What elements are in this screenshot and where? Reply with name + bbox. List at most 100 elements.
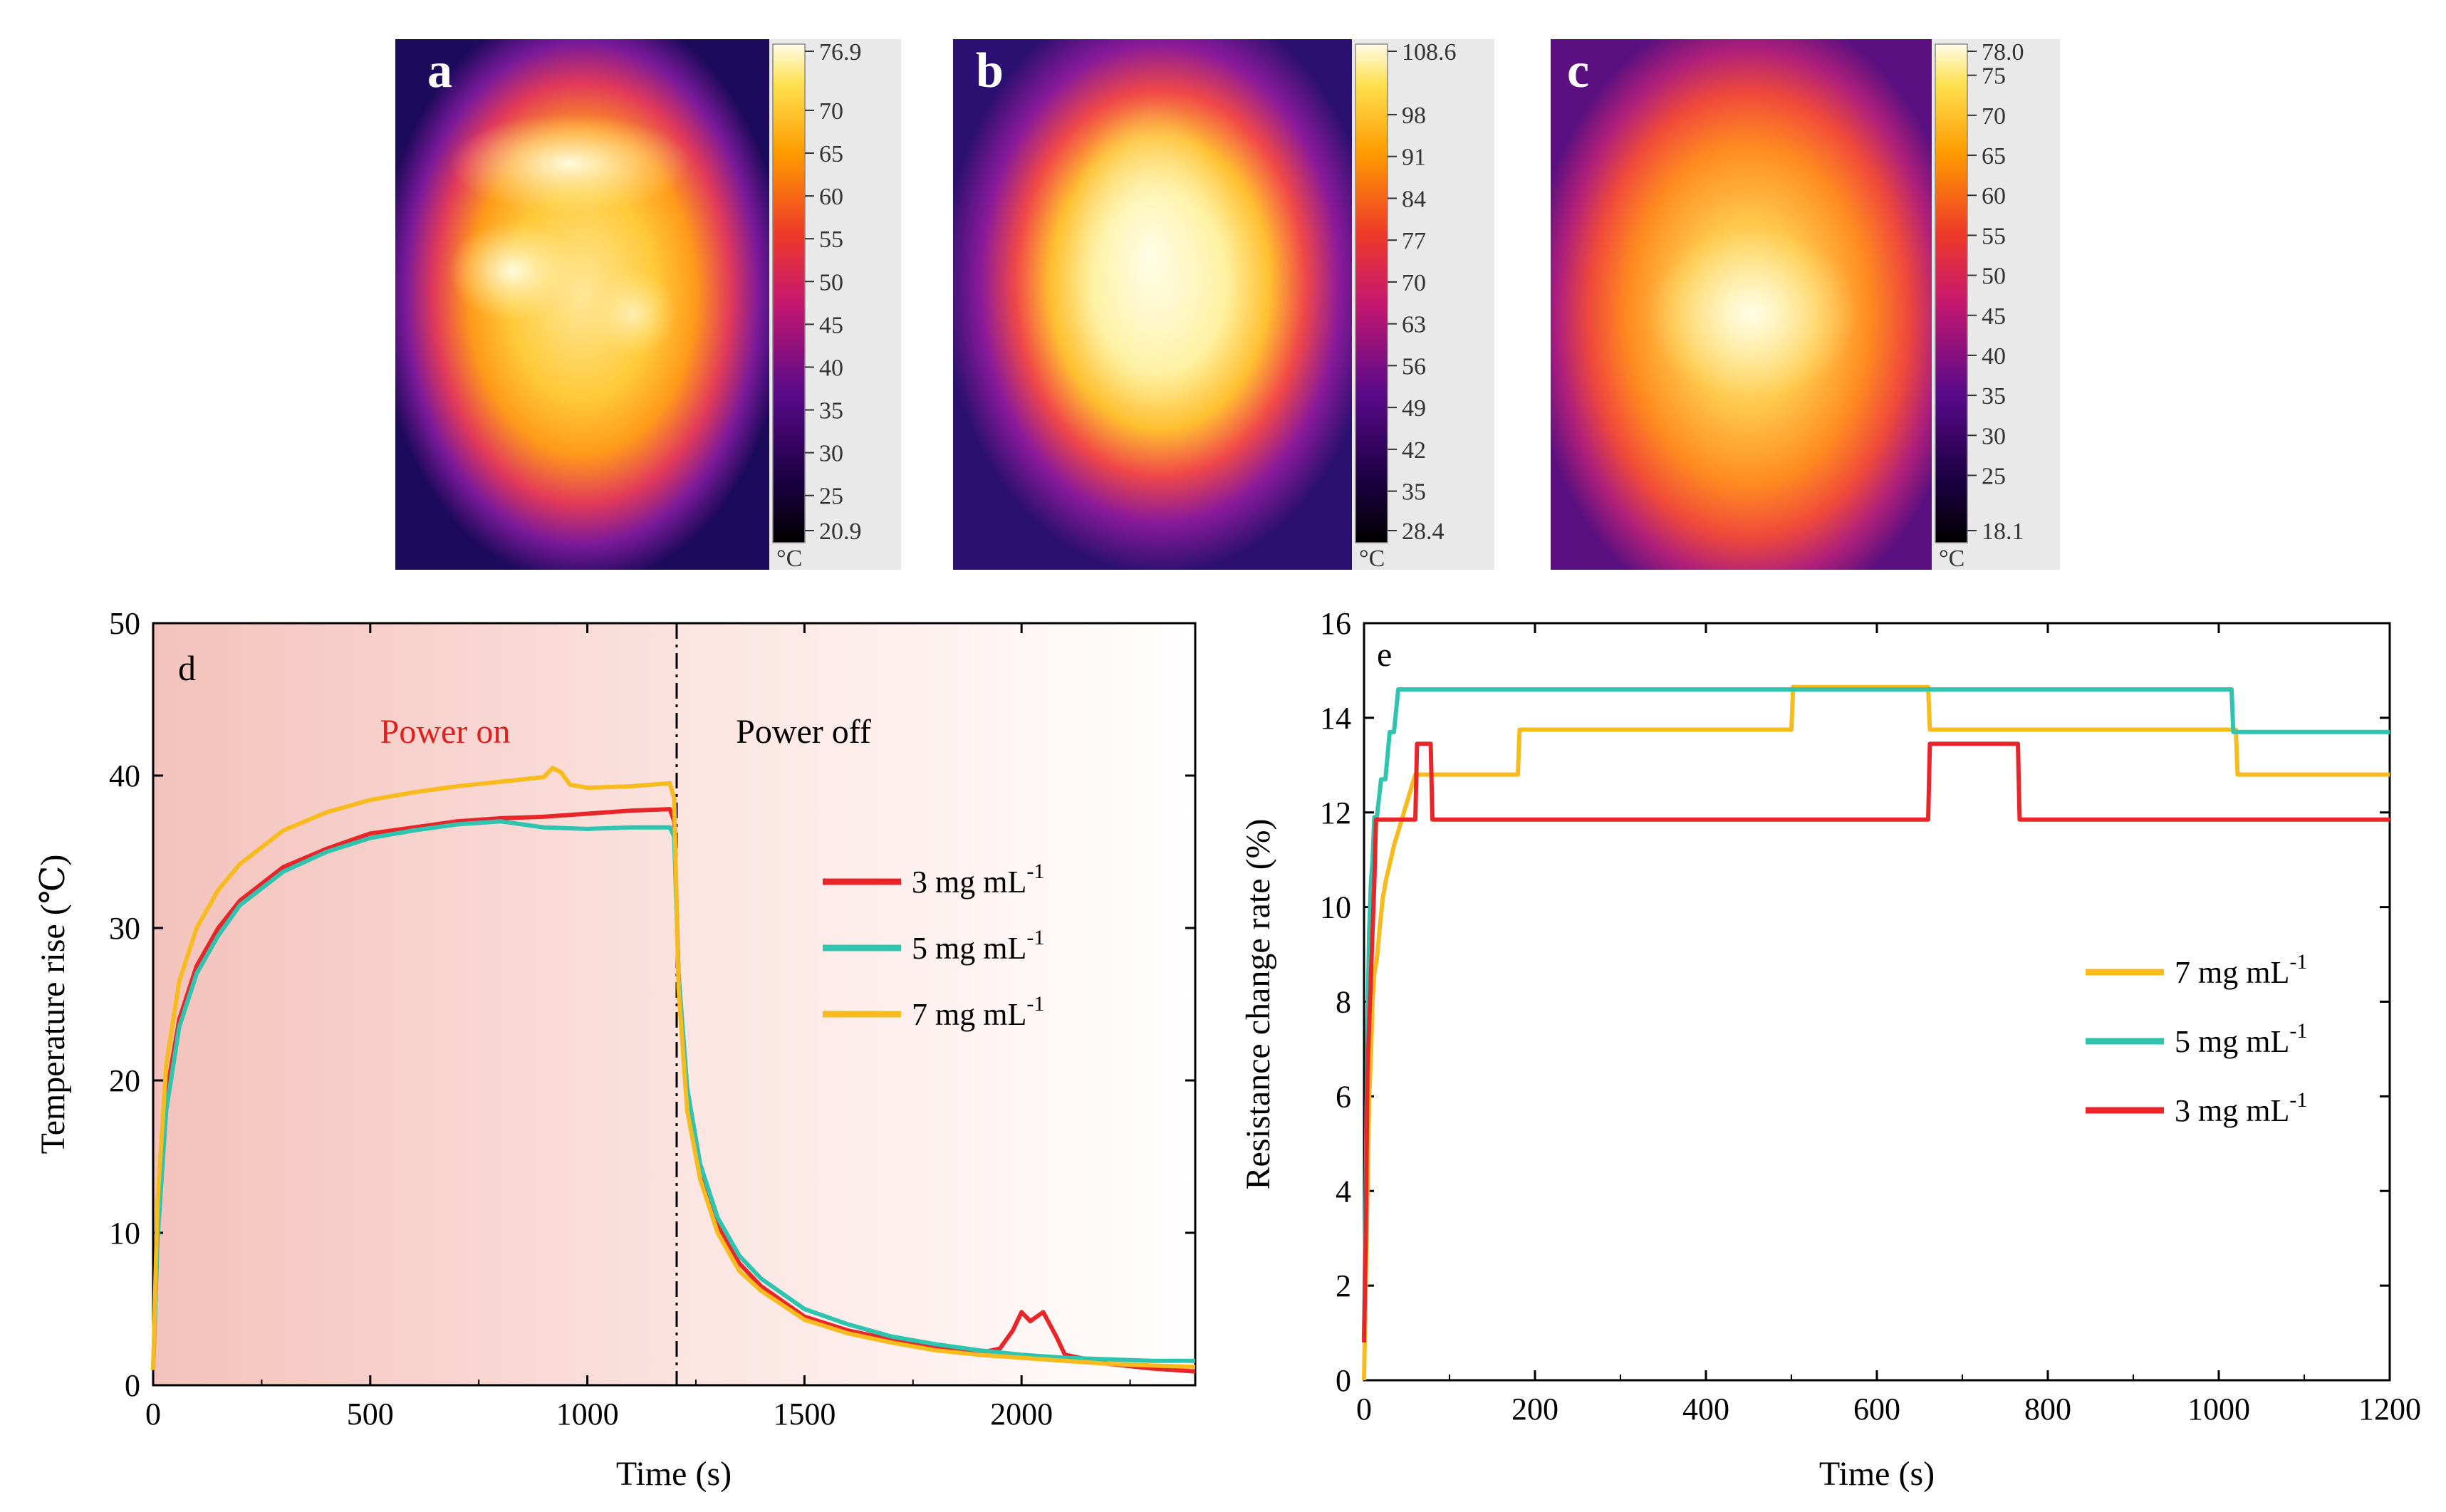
colorbar-tick-label: 65 <box>1982 143 2006 170</box>
colorbar-tick-label: 50 <box>1982 264 2006 290</box>
legend-superscript: -1 <box>2289 950 2307 974</box>
series-line <box>1362 684 2390 1381</box>
series-group <box>1362 684 2390 1381</box>
y-tick-label: 20 <box>109 1063 140 1098</box>
colorbar-unit: °C <box>1359 546 1385 572</box>
x-tick-label: 800 <box>2024 1392 2071 1427</box>
y-axis-label: Resistance change rate (%) <box>1239 818 1277 1189</box>
series-line <box>1362 687 2390 1342</box>
x-tick-label: 1000 <box>2187 1392 2250 1427</box>
colorbar-tick-label: 75 <box>1982 63 2006 90</box>
legend: 7 mg mL-15 mg mL-13 mg mL-1 <box>2086 950 2307 1128</box>
colorbar-tick-label: 98 <box>1402 103 1426 129</box>
colorbar-tick-label: 63 <box>1402 312 1426 338</box>
x-tick-label: 1200 <box>2358 1392 2421 1427</box>
series-group <box>151 766 1196 1374</box>
legend-entry: 3 mg mL-1 <box>2175 1088 2307 1128</box>
colorbar-max: 76.9 <box>819 39 862 66</box>
x-tick-label: 600 <box>1853 1392 1900 1427</box>
legend-entry: 5 mg mL-1 <box>912 926 1044 966</box>
y-tick-label: 14 <box>1320 701 1351 736</box>
legend-superscript: -1 <box>2289 1019 2307 1043</box>
y-tick-label: 10 <box>109 1216 140 1251</box>
colorbar-tick-label: 70 <box>1982 103 2006 130</box>
colorbar-tick-label: 49 <box>1402 395 1426 422</box>
colorbar-unit: °C <box>776 546 802 572</box>
legend-label: 5 mg mL <box>912 931 1026 966</box>
colorbar-tick-label: 84 <box>1402 186 1426 212</box>
colorbar-tick-label: 30 <box>819 441 843 467</box>
y-tick-label: 0 <box>1336 1363 1351 1398</box>
legend-label: 3 mg mL <box>2175 1093 2289 1128</box>
y-tick-label: 40 <box>109 758 140 793</box>
colorbar-tick-label: 45 <box>1982 303 2006 330</box>
legend-entry: 7 mg mL-1 <box>2175 950 2307 990</box>
series-line <box>151 819 1195 1370</box>
axis-ticks: 0 500 1000 1500 2000 0 10 20 30 40 50 <box>109 606 1195 1432</box>
colorbar-tick-label: 56 <box>1402 353 1426 380</box>
legend-label: 3 mg mL <box>912 865 1026 900</box>
y-tick-label: 4 <box>1336 1174 1351 1209</box>
series-line <box>1362 741 2390 1342</box>
y-tick-label: 0 <box>125 1368 140 1403</box>
colorbar-tick-label: 42 <box>1402 437 1426 464</box>
panel-label-e: e <box>1377 636 1392 674</box>
colorbar-ticks: 108.6 98 91 84 77 70 63 56 49 42 35 28.4 °C <box>1359 39 1457 572</box>
y-tick-label: 6 <box>1336 1079 1351 1114</box>
colorbar-max: 78.0 <box>1982 39 2024 66</box>
thermal-label-a: a <box>427 43 452 98</box>
x-tick-label: 0 <box>1356 1392 1372 1427</box>
power-off-label: Power off <box>736 713 871 751</box>
thermal-image-c: c 78.075 70 65 60 55 50 45 40 35 30 25 18.1 °C <box>1551 39 2060 572</box>
colorbar-tick-label: 50 <box>819 269 843 296</box>
x-tick-label: 200 <box>1511 1392 1558 1427</box>
legend-superscript: -1 <box>1026 860 1044 883</box>
colorbar-tick-label: 40 <box>819 355 843 381</box>
panel-label-d: d <box>178 648 196 688</box>
x-tick-label: 1500 <box>773 1397 836 1432</box>
x-tick-label: 0 <box>145 1397 161 1432</box>
colorbar-ticks: 78.075 70 65 60 55 50 45 40 35 30 25 18.1 °C <box>1939 39 2024 572</box>
colorbar-min: 28.4 <box>1402 518 1445 545</box>
colorbar-tick-label: 60 <box>819 184 843 210</box>
colorbar-unit: °C <box>1939 546 1964 572</box>
chart-d: 0 500 1000 1500 2000 0 10 20 30 40 50 d Power on P… <box>34 606 1197 1493</box>
x-axis-label: Time (s) <box>616 1455 732 1493</box>
colorbar-tick-label: 30 <box>1982 423 2006 449</box>
colorbar-tick-label: 35 <box>1402 479 1426 506</box>
thermal-label-b: b <box>976 43 1004 98</box>
series-line <box>151 766 1196 1370</box>
colorbar-tick-label: 77 <box>1402 228 1426 254</box>
legend-superscript: -1 <box>1026 992 1044 1016</box>
legend-superscript: -1 <box>2289 1088 2307 1112</box>
y-axis-label: Temperature rise (℃) <box>34 855 72 1154</box>
thermal-image-a: a 76.9 70 65 60 55 50 45 40 35 30 25 20.9 °C <box>395 39 901 572</box>
colorbar-min: 20.9 <box>819 518 862 545</box>
colorbar-tick-label: 55 <box>1982 223 2006 249</box>
chart-e: 0 200 400 600 800 1000 1200 0 2 4 6 8 10 12 14 16 e Tim… <box>1239 606 2421 1493</box>
colorbar-tick-label: 70 <box>819 98 843 125</box>
legend-entry: 5 mg mL-1 <box>2175 1019 2307 1059</box>
colorbar-tick-label: 35 <box>819 398 843 424</box>
colorbar-tick-label: 25 <box>1982 463 2006 489</box>
y-tick-label: 8 <box>1336 985 1351 1020</box>
legend: 3 mg mL-15 mg mL-17 mg mL-1 <box>823 860 1044 1032</box>
plot-frame <box>152 622 1197 1387</box>
colorbar-tick-label: 25 <box>819 484 843 510</box>
legend-label: 7 mg mL <box>2175 955 2289 990</box>
y-tick-label: 12 <box>1320 796 1351 830</box>
y-tick-label: 10 <box>1320 890 1351 925</box>
thermal-image-b: b 108.6 98 91 84 77 70 63 56 49 42 35 28.4 °C <box>953 39 1494 572</box>
colorbar-tick-label: 91 <box>1402 145 1426 171</box>
x-tick-label: 1000 <box>556 1397 619 1432</box>
power-on-label: Power on <box>380 713 511 751</box>
y-tick-label: 16 <box>1320 606 1351 641</box>
colorbar-min: 18.1 <box>1982 518 2024 545</box>
legend-label: 5 mg mL <box>2175 1024 2289 1059</box>
legend-entry: 3 mg mL-1 <box>912 860 1044 900</box>
colorbar-tick-label: 70 <box>1402 270 1426 296</box>
colorbar-max: 108.6 <box>1402 39 1457 66</box>
colorbar-tick-label: 40 <box>1982 343 2006 370</box>
axis-ticks: 0 200 400 600 800 1000 1200 0 2 4 6 8 10 12 14 16 <box>1320 606 2421 1427</box>
